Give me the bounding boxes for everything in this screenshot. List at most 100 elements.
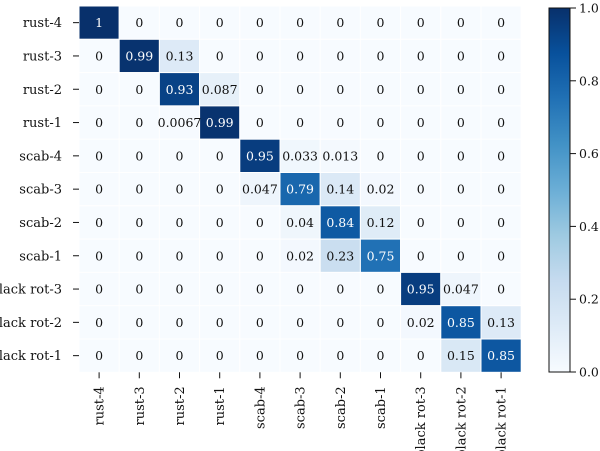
y-tick-label: black rot-1	[0, 349, 62, 364]
heatmap-cell	[400, 205, 442, 240]
heatmap-cell	[158, 271, 201, 307]
heatmap-cell	[199, 105, 241, 140]
cell-value-label: 0	[176, 348, 184, 363]
colorbar: 0.0 0.2 0.4 0.6 0.8 1.0	[548, 1, 599, 380]
cell-value-label: 0	[256, 315, 264, 330]
cell-value-label: 0.047	[443, 282, 479, 297]
cell-value-label: 0	[336, 115, 344, 130]
cell-value-label: 0.04	[286, 215, 314, 230]
colorbar-tick-label: 0.4	[579, 219, 599, 234]
heatmap-cell	[400, 72, 442, 107]
colorbar-ticks: 0.0 0.2 0.4 0.6 0.8 1.0	[570, 1, 599, 380]
cell-value-label: 0	[497, 182, 505, 197]
cell-value-label: 0	[135, 15, 143, 30]
heatmap-cell	[440, 5, 482, 40]
heatmap-cell	[78, 38, 120, 74]
heatmap-cell	[158, 205, 201, 240]
heatmap-cell	[118, 338, 160, 373]
x-tick-label: black rot-1	[495, 386, 510, 451]
cell-value-label: 0	[176, 148, 184, 163]
cell-value-label: 0	[336, 48, 344, 63]
y-tick-label: scab-1	[19, 249, 62, 264]
y-tick-label: scab-4	[19, 149, 62, 164]
cell-value-label: 0	[256, 15, 264, 30]
y-axis: rust-4 rust-3 rust-2 rust-1 scab-4 scab-3 scab…	[0, 16, 79, 364]
cell-value-label: 0	[377, 148, 385, 163]
cell-value-label: 0.75	[367, 248, 395, 263]
heatmap-cell	[319, 271, 361, 307]
cell-value-label: 0	[95, 82, 103, 97]
heatmap-cell	[239, 138, 281, 173]
cell-value-label: 0	[497, 215, 505, 230]
heatmap-cell	[118, 205, 160, 240]
cell-value-label: 0	[135, 248, 143, 263]
x-tick-label: rust-2	[173, 386, 188, 425]
heatmap-cell	[359, 238, 402, 273]
cell-value-label: 0.95	[246, 148, 274, 163]
cell-value-label: 0	[417, 82, 425, 97]
y-tick-label: rust-4	[23, 16, 62, 31]
cell-value-label: 0	[417, 148, 425, 163]
heatmap-cell	[400, 38, 442, 74]
heatmap-cell	[440, 238, 482, 273]
cell-value-label: 0.85	[447, 315, 475, 330]
y-tick-label: black rot-3	[0, 283, 62, 298]
cell-value-label: 0	[457, 248, 465, 263]
cell-value-label: 0	[457, 48, 465, 63]
cell-value-label: 0	[497, 115, 505, 130]
cell-value-label: 0	[95, 282, 103, 297]
cell-value-label: 0	[336, 348, 344, 363]
cell-value-label: 0	[457, 82, 465, 97]
heatmap-cell	[400, 305, 442, 340]
heatmap-cell	[158, 138, 201, 173]
cell-value-label: 0	[417, 115, 425, 130]
cell-value-labels: 1 0 0 0 0 0 0 0 0 0 0 0 0.99 0.13 0 0 0 0 0 0 0 0 0 0 0.93 0.087 0…	[95, 15, 515, 363]
x-tick-label: rust-1	[213, 386, 228, 425]
heatmap-cell	[359, 205, 402, 240]
cell-value-label: 0	[176, 248, 184, 263]
heatmap-cell	[279, 172, 321, 207]
heatmap-cell	[440, 205, 482, 240]
cell-value-label: 0	[256, 248, 264, 263]
cell-value-label: 0	[497, 15, 505, 30]
cell-value-label: 0	[336, 282, 344, 297]
cell-value-label: 0	[377, 282, 385, 297]
y-tick-label: rust-3	[23, 49, 62, 64]
cell-value-label: 0	[336, 15, 344, 30]
cell-value-label: 0	[256, 215, 264, 230]
cell-value-label: 0	[135, 315, 143, 330]
heatmap-cell	[279, 38, 321, 74]
heatmap-cell	[480, 72, 522, 107]
heatmap-cell	[440, 338, 482, 373]
heatmap-cell	[359, 271, 402, 307]
cell-value-label: 0.85	[487, 348, 515, 363]
heatmap-cell	[158, 305, 201, 340]
heatmap-cell	[400, 105, 442, 140]
heatmap-cell	[158, 105, 201, 140]
cell-value-label: 0.15	[447, 348, 475, 363]
heatmap-cell	[78, 205, 120, 240]
cell-value-label: 0	[296, 282, 304, 297]
cell-value-label: 0	[417, 215, 425, 230]
cell-value-label: 0	[377, 315, 385, 330]
heatmap-cell	[440, 138, 482, 173]
heatmap-cell	[319, 138, 361, 173]
cell-value-label: 0	[377, 348, 385, 363]
cell-value-label: 0	[256, 348, 264, 363]
cell-value-label: 0	[457, 115, 465, 130]
cell-value-label: 0	[95, 182, 103, 197]
heatmap-cell	[400, 338, 442, 373]
heatmap-cell	[319, 38, 361, 74]
heatmap-cell	[78, 271, 120, 307]
y-tick-label: rust-2	[23, 83, 62, 98]
x-tick-label: scab-2	[334, 386, 349, 429]
cell-value-label: 0	[176, 15, 184, 30]
cell-value-label: 0	[216, 48, 224, 63]
heatmap-cell	[319, 205, 361, 240]
heatmap-cell	[359, 305, 402, 340]
heatmap-cell	[118, 5, 160, 40]
cell-value-label: 0	[256, 282, 264, 297]
cell-value-label: 0	[176, 282, 184, 297]
cell-value-label: 0	[216, 248, 224, 263]
heatmap-cell	[440, 271, 482, 307]
